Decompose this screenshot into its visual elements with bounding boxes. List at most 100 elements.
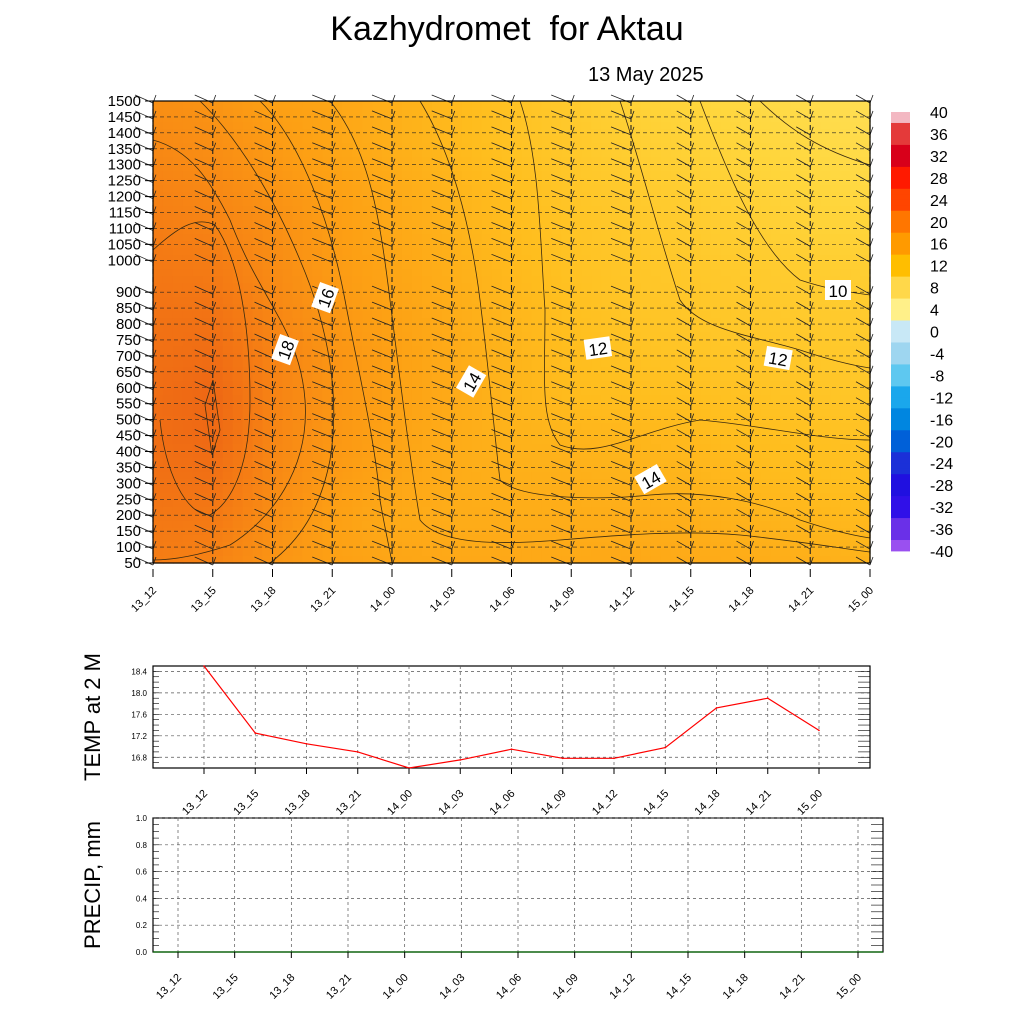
heatmap-cell bbox=[850, 262, 861, 270]
heatmap-cell bbox=[561, 304, 572, 312]
heatmap-cell bbox=[302, 360, 313, 368]
heatmap-cell bbox=[451, 101, 463, 109]
heatmap-cell bbox=[302, 549, 313, 557]
heatmap-cell bbox=[332, 164, 343, 172]
heatmap-cell bbox=[521, 458, 533, 466]
heatmap-cell bbox=[182, 192, 194, 200]
heatmap-cell bbox=[680, 290, 692, 298]
heatmap-cell bbox=[820, 395, 831, 403]
heatmap-cell bbox=[481, 549, 493, 557]
heatmap-cell bbox=[282, 108, 294, 116]
heatmap-cell bbox=[352, 255, 363, 263]
heatmap-cell bbox=[680, 164, 692, 172]
heatmap-cell bbox=[720, 206, 732, 214]
heatmap-cell bbox=[153, 255, 164, 263]
heatmap-cell bbox=[680, 157, 692, 165]
heatmap-cell bbox=[720, 262, 732, 270]
heatmap-cell bbox=[352, 472, 363, 480]
heatmap-cell bbox=[202, 101, 214, 109]
heatmap-cell bbox=[461, 493, 473, 501]
heatmap-cell bbox=[172, 514, 184, 522]
heatmap-cell bbox=[232, 507, 244, 515]
heatmap-cell bbox=[481, 234, 493, 242]
heatmap-cell bbox=[780, 199, 791, 207]
heatmap-cell bbox=[451, 528, 463, 536]
heatmap-cell bbox=[222, 493, 234, 501]
heatmap-cell bbox=[800, 122, 811, 130]
heatmap-cell bbox=[501, 297, 513, 305]
heatmap-cell bbox=[820, 171, 831, 179]
heatmap-cell bbox=[531, 528, 542, 536]
heatmap-cell bbox=[153, 472, 164, 480]
heatmap-cell bbox=[521, 423, 533, 431]
heatmap-cell bbox=[272, 500, 284, 508]
heatmap-cell bbox=[431, 290, 443, 298]
heatmap-cell bbox=[750, 101, 762, 109]
heatmap-cell bbox=[481, 507, 493, 515]
heatmap-cell bbox=[581, 535, 592, 543]
heatmap-cell bbox=[312, 493, 323, 501]
heatmap-cell bbox=[531, 339, 542, 347]
heatmap-cell bbox=[840, 178, 851, 186]
heatmap-cell bbox=[372, 199, 383, 207]
heatmap-cell bbox=[680, 542, 692, 550]
heatmap-cell bbox=[531, 297, 542, 305]
heatmap-cell bbox=[401, 339, 413, 347]
heatmap-cell bbox=[451, 353, 463, 361]
heatmap-cell bbox=[601, 367, 612, 375]
heatmap-cell bbox=[820, 465, 831, 473]
heatmap-cell bbox=[780, 556, 791, 564]
heatmap-cell bbox=[222, 465, 234, 473]
heatmap-cell bbox=[760, 192, 772, 200]
wind-barb bbox=[312, 445, 336, 454]
heatmap-cell bbox=[312, 388, 323, 396]
heatmap-cell bbox=[292, 430, 303, 438]
heatmap-cell bbox=[182, 528, 194, 536]
heatmap-cell bbox=[631, 290, 642, 298]
heatmap-cell bbox=[760, 171, 772, 179]
heatmap-cell bbox=[322, 325, 333, 333]
heatmap-cell bbox=[471, 199, 483, 207]
heatmap-cell bbox=[601, 521, 612, 529]
heatmap-cell bbox=[232, 213, 244, 221]
heatmap-cell bbox=[770, 136, 781, 144]
heatmap-cell bbox=[382, 367, 393, 375]
heatmap-cell bbox=[820, 108, 831, 116]
heatmap-cell bbox=[760, 437, 772, 445]
heatmap-cell bbox=[710, 479, 722, 487]
heatmap-cell bbox=[541, 178, 552, 186]
heatmap-cell bbox=[531, 472, 542, 480]
heatmap-cell bbox=[232, 430, 244, 438]
heatmap-cell bbox=[362, 234, 373, 242]
heatmap-cell bbox=[790, 444, 801, 452]
heatmap-cell bbox=[322, 500, 333, 508]
wind-barb bbox=[312, 540, 336, 550]
heatmap-cell bbox=[411, 346, 423, 354]
heatmap-cell bbox=[382, 157, 393, 165]
heatmap-cell bbox=[162, 507, 174, 515]
heatmap-cell bbox=[292, 444, 303, 452]
heatmap-cell bbox=[601, 143, 612, 151]
heatmap-cell bbox=[501, 318, 513, 326]
heatmap-cell bbox=[830, 248, 841, 256]
heatmap-cell bbox=[322, 395, 333, 403]
heatmap-cell bbox=[162, 528, 174, 536]
heatmap-cell bbox=[720, 241, 732, 249]
heatmap-cell bbox=[411, 283, 423, 291]
heatmap-cell bbox=[690, 423, 702, 431]
heatmap-cell bbox=[750, 430, 762, 438]
heatmap-cell bbox=[511, 423, 523, 431]
heatmap-cell bbox=[401, 150, 413, 158]
heatmap-cell bbox=[491, 297, 503, 305]
heatmap-cell bbox=[700, 542, 712, 550]
heatmap-cell bbox=[372, 339, 383, 347]
heatmap-cell bbox=[810, 318, 821, 326]
heatmap-cell bbox=[232, 458, 244, 466]
heatmap-cell bbox=[770, 171, 781, 179]
heatmap-cell bbox=[511, 241, 523, 249]
heatmap-cell bbox=[670, 507, 682, 515]
heatmap-cell bbox=[650, 332, 662, 340]
heatmap-cell bbox=[282, 150, 294, 158]
heatmap-cell bbox=[212, 255, 224, 263]
heatmap-cell bbox=[611, 213, 622, 221]
